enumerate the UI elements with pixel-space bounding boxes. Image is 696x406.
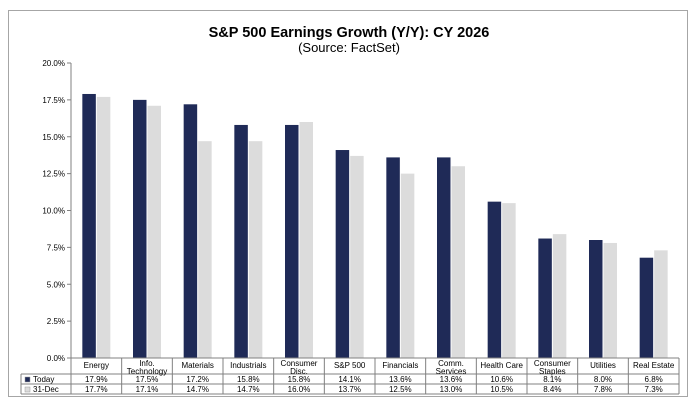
y-tick-label: 7.5% [47, 243, 65, 252]
data-label: 13.6% [440, 375, 463, 384]
y-tick-label: 0.0% [47, 354, 65, 363]
data-label: 17.1% [136, 385, 159, 394]
data-label: 16.0% [288, 385, 311, 394]
category-label: Info. Technology [127, 359, 167, 376]
legend-label: Today [33, 375, 54, 384]
data-label: 6.8% [645, 375, 663, 384]
bar-31-dec [198, 141, 212, 358]
bar-today [538, 238, 552, 358]
bar-today [487, 201, 502, 358]
bars-group [82, 93, 668, 359]
data-label: 10.6% [490, 375, 513, 384]
bar-today [386, 157, 400, 358]
chart-frame: S&P 500 Earnings Growth (Y/Y): CY 2026 (… [8, 10, 688, 397]
y-tick-label: 12.5% [42, 170, 65, 179]
bar-today [639, 257, 654, 358]
bar-31-dec [502, 203, 516, 358]
bar-today [133, 99, 147, 358]
category-label: Financials [382, 361, 418, 370]
bar-31-dec [147, 105, 161, 359]
bar-31-dec [400, 173, 415, 358]
data-label: 14.1% [338, 375, 361, 384]
category-label: Health Care [480, 361, 523, 370]
bar-today [589, 240, 603, 358]
legend-label: 31-Dec [33, 385, 59, 394]
bar-31-dec [248, 141, 263, 358]
category-label: Consumer Staples [534, 359, 571, 376]
y-tick-label: 5.0% [47, 280, 65, 289]
bar-today [437, 157, 451, 358]
y-tick-label: 20.0% [42, 59, 65, 68]
y-axis: 0.0% 2.5% 5.0% 7.5% 10.0% 12.5% 15.0% 17.5% 20.0… [42, 59, 72, 363]
bar-31-dec [350, 155, 364, 358]
data-label: 13.7% [338, 385, 361, 394]
category-label: Materials [181, 361, 213, 370]
data-label: 7.3% [645, 385, 663, 394]
data-label: 17.9% [85, 375, 108, 384]
chart-title: S&P 500 Earnings Growth (Y/Y): CY 2026 [209, 25, 490, 41]
bar-today [335, 150, 350, 358]
data-label: 14.7% [237, 385, 260, 394]
data-table: Energy Info. Technology Materials Industrial… [20, 357, 680, 395]
data-label: 15.8% [237, 375, 260, 384]
category-label: S&P 500 [334, 361, 366, 370]
y-tick-label: 15.0% [42, 133, 65, 142]
data-label: 14.7% [186, 385, 209, 394]
data-label: 10.5% [490, 385, 513, 394]
y-tick-label: 10.0% [42, 207, 65, 216]
data-label: 12.5% [389, 385, 412, 394]
data-label: 8.0% [594, 375, 612, 384]
bar-today [285, 124, 299, 358]
y-tick-label: 17.5% [42, 96, 65, 105]
category-label: Real Estate [633, 361, 675, 370]
data-label: 15.8% [288, 375, 311, 384]
y-tick-label: 2.5% [47, 317, 65, 326]
bar-today [234, 124, 248, 358]
bar-31-dec [552, 234, 567, 358]
data-label: 13.0% [440, 385, 463, 394]
category-label: Utilities [590, 361, 616, 370]
data-label: 17.7% [85, 385, 108, 394]
legend-swatch-31-dec [24, 386, 31, 393]
category-label: Energy [84, 361, 109, 370]
bar-31-dec [96, 96, 111, 359]
bar-31-dec [654, 250, 668, 358]
data-label: 8.1% [543, 375, 561, 384]
bar-31-dec [603, 242, 617, 358]
bar-31-dec [299, 122, 313, 358]
data-label: 8.4% [543, 385, 561, 394]
category-label: Consumer Disc. [281, 359, 318, 376]
data-label: 17.5% [136, 375, 159, 384]
data-label: 13.6% [389, 375, 412, 384]
data-label: 17.2% [186, 375, 209, 384]
category-label: Industrials [230, 361, 266, 370]
chart-subtitle: (Source: FactSet) [298, 40, 400, 55]
category-label: Comm. Services [436, 359, 467, 376]
bar-today [183, 104, 198, 358]
bar-today [82, 93, 96, 358]
legend-swatch-today [24, 376, 31, 383]
data-label: 7.8% [594, 385, 612, 394]
bar-31-dec [451, 166, 465, 358]
earnings-growth-chart: S&P 500 Earnings Growth (Y/Y): CY 2026 (… [20, 25, 680, 395]
